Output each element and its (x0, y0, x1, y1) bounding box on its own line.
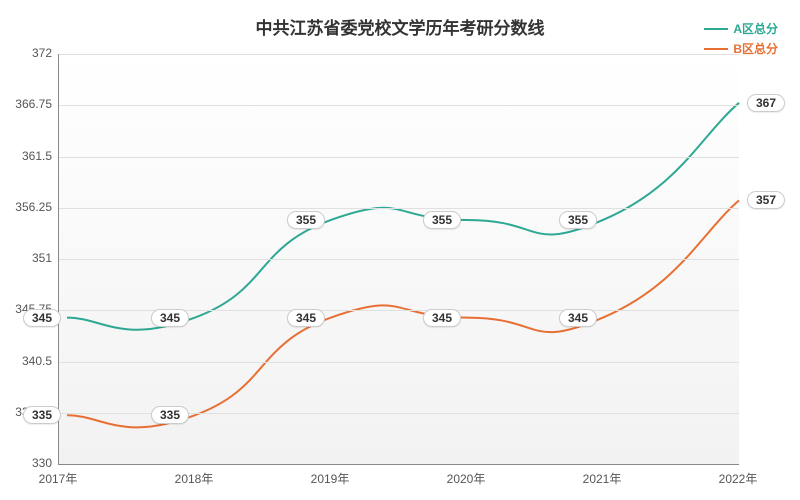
gridline-h (59, 208, 739, 209)
gridline-h (59, 157, 739, 158)
data-label: 355 (423, 211, 461, 229)
series-line (67, 103, 739, 330)
gridline-h (59, 259, 739, 260)
y-tick-label: 361.5 (8, 149, 52, 163)
plot-area (58, 54, 739, 465)
x-tick-label: 2017年 (28, 470, 88, 487)
data-label: 345 (423, 309, 461, 327)
y-tick-label: 330 (8, 456, 52, 470)
data-label: 355 (559, 211, 597, 229)
data-label: 355 (287, 211, 325, 229)
data-label: 345 (287, 309, 325, 327)
data-label: 345 (559, 309, 597, 327)
gridline-h (59, 362, 739, 363)
gridline-h (59, 54, 739, 55)
y-tick-label: 340.5 (8, 354, 52, 368)
y-tick-label: 351 (8, 251, 52, 265)
x-tick-label: 2021年 (572, 470, 632, 487)
y-tick-label: 356.25 (8, 200, 52, 214)
legend-label: B区总分 (733, 40, 778, 57)
y-tick-label: 366.75 (8, 97, 52, 111)
data-label: 335 (23, 406, 61, 424)
x-tick-label: 2022年 (708, 470, 768, 487)
data-label: 345 (151, 309, 189, 327)
data-label: 335 (151, 406, 189, 424)
y-tick-label: 372 (8, 46, 52, 60)
x-tick-label: 2020年 (436, 470, 496, 487)
x-tick-label: 2018年 (164, 470, 224, 487)
data-label: 367 (747, 94, 785, 112)
legend-item: A区总分 (704, 20, 778, 37)
x-tick-label: 2019年 (300, 470, 360, 487)
legend-line-icon (704, 48, 728, 50)
legend-label: A区总分 (733, 20, 778, 37)
legend-line-icon (704, 28, 728, 30)
data-label: 345 (23, 309, 61, 327)
chart-container: 中共江苏省委党校文学历年考研分数线 A区总分B区总分 330335.25340.… (0, 0, 800, 500)
data-label: 357 (747, 191, 785, 209)
chart-title: 中共江苏省委党校文学历年考研分数线 (0, 14, 800, 39)
gridline-h (59, 105, 739, 106)
